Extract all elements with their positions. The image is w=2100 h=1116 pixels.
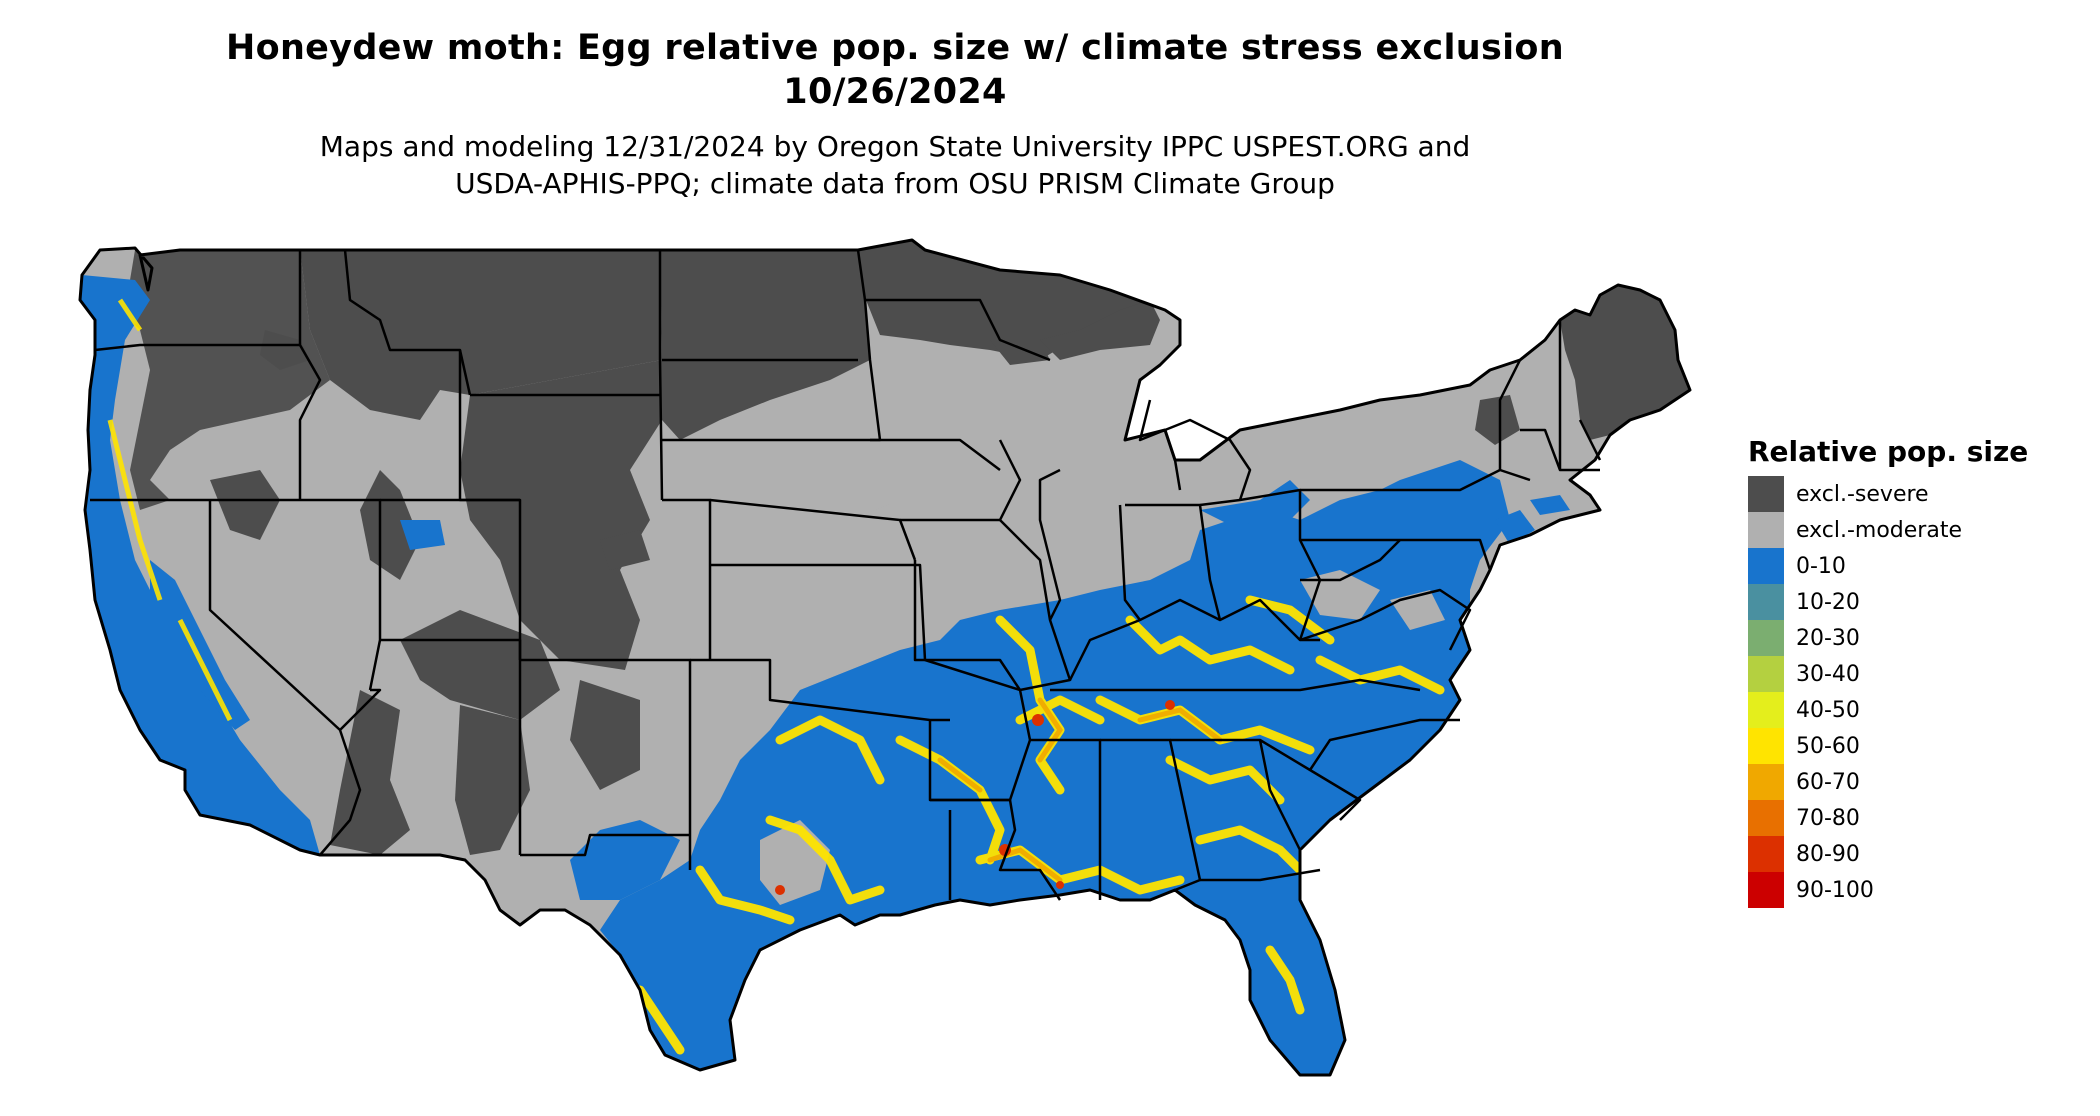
legend-swatch [1748,692,1784,728]
map-title: Honeydew moth: Egg relative pop. size w/… [226,28,1564,68]
legend-label: 50-60 [1796,733,1860,759]
legend-item: excl.-moderate [1748,512,2088,548]
legend-swatch [1748,476,1784,512]
legend-swatch [1748,728,1784,764]
legend-item: 70-80 [1748,800,2088,836]
legend-label: 60-70 [1796,769,1860,795]
legend-item: 10-20 [1748,584,2088,620]
legend-label: 20-30 [1796,625,1860,651]
legend-label: 10-20 [1796,589,1860,615]
legend-swatch [1748,512,1784,548]
map-date: 10/26/2024 [783,72,1007,112]
legend: Relative pop. size excl.-severe excl.-mod… [1748,435,2088,908]
legend-item: 30-40 [1748,656,2088,692]
legend-swatch [1748,656,1784,692]
legend-label: excl.-severe [1796,481,1929,507]
legend-label: 40-50 [1796,697,1860,723]
legend-swatch [1748,584,1784,620]
legend-title: Relative pop. size [1748,435,2029,468]
legend-swatch [1748,800,1784,836]
us-map [78,238,1692,1077]
legend-label: 70-80 [1796,805,1860,831]
legend-item: 0-10 [1748,548,2088,584]
legend-item: 50-60 [1748,728,2088,764]
legend-label: 0-10 [1796,553,1846,579]
legend-item: 80-90 [1748,836,2088,872]
legend-swatch [1748,548,1784,584]
legend-label: 80-90 [1796,841,1860,867]
legend-swatch [1748,836,1784,872]
legend-item: 90-100 [1748,872,2088,908]
legend-item: 40-50 [1748,692,2088,728]
legend-item: 60-70 [1748,764,2088,800]
legend-swatch [1748,620,1784,656]
map-credit-line-1: Maps and modeling 12/31/2024 by Oregon S… [319,130,1471,163]
map-credit-line-2: USDA-APHIS-PPQ; climate data from OSU PR… [455,167,1335,200]
legend-items: excl.-severe excl.-moderate 0-10 10-20 20-30… [1748,476,2088,908]
legend-label: excl.-moderate [1796,517,1962,543]
legend-label: 90-100 [1796,877,1874,903]
legend-swatch [1748,764,1784,800]
legend-item: 20-30 [1748,620,2088,656]
legend-swatch [1748,872,1784,908]
legend-label: 30-40 [1796,661,1860,687]
legend-item: excl.-severe [1748,476,2088,512]
